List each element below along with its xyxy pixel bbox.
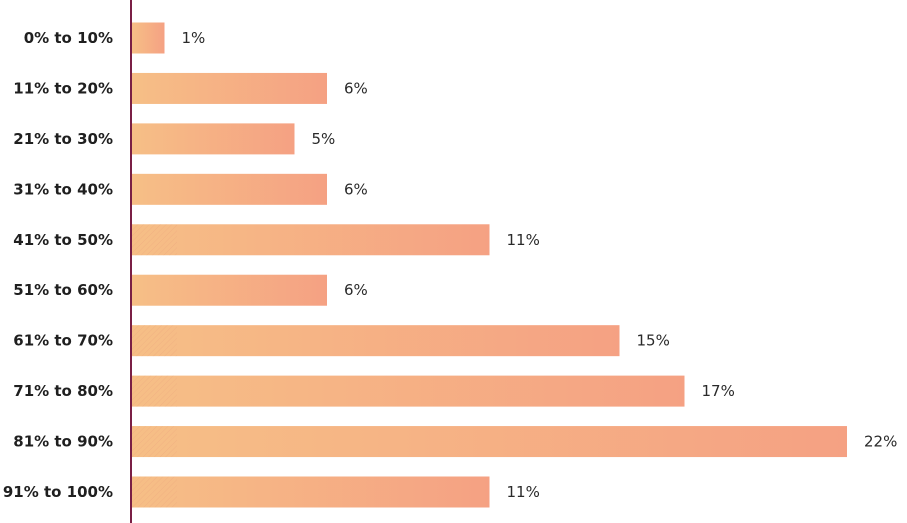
value-label: 11% — [507, 483, 540, 501]
bar-texture — [132, 375, 177, 407]
bar — [132, 476, 490, 508]
value-label: 1% — [182, 29, 206, 47]
bar-texture — [132, 325, 177, 357]
value-label: 17% — [702, 382, 735, 400]
value-label: 11% — [507, 231, 540, 249]
category-label: 71% to 80% — [13, 382, 113, 400]
category-label: 61% to 70% — [13, 332, 113, 350]
category-label: 11% to 20% — [13, 79, 113, 97]
bar-texture — [132, 476, 177, 508]
value-label: 22% — [864, 433, 897, 451]
category-label: 91% to 100% — [3, 483, 113, 501]
category-label: 31% to 40% — [13, 180, 113, 198]
value-label: 6% — [344, 79, 368, 97]
bar — [132, 325, 620, 357]
value-label: 5% — [312, 130, 336, 148]
bar — [132, 274, 327, 306]
bar — [132, 173, 327, 205]
value-label: 15% — [637, 332, 670, 350]
bar — [132, 72, 327, 104]
bar — [132, 375, 685, 407]
category-label: 51% to 60% — [13, 281, 113, 299]
bar — [132, 22, 165, 54]
category-label: 81% to 90% — [13, 433, 113, 451]
bar — [132, 426, 847, 458]
category-label: 0% to 10% — [24, 29, 113, 47]
category-label: 41% to 50% — [13, 231, 113, 249]
bar — [132, 123, 295, 155]
category-label: 21% to 30% — [13, 130, 113, 148]
value-label: 6% — [344, 281, 368, 299]
bar-texture — [132, 224, 177, 256]
value-label: 6% — [344, 180, 368, 198]
bar — [132, 224, 490, 256]
bar-texture — [132, 426, 177, 458]
